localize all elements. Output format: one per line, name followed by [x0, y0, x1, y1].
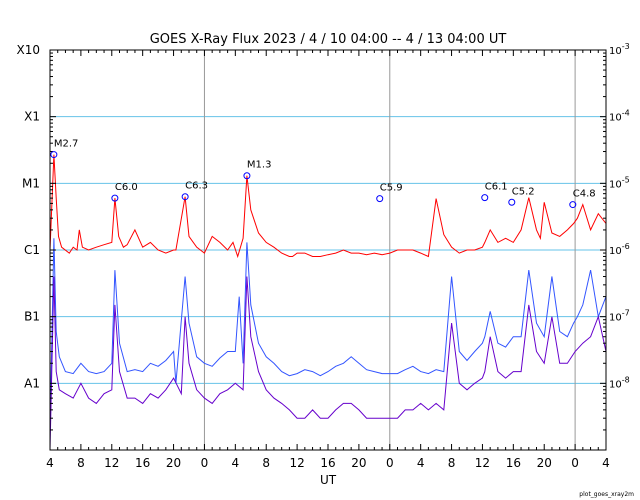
x-tick-label: 4: [602, 456, 610, 470]
x-tick-label: 12: [475, 456, 490, 470]
flare-label: M1.3: [247, 160, 272, 171]
day-boundary-lines: [203, 50, 576, 450]
y-class-label-X10: X10: [17, 43, 41, 57]
flare-marker: [50, 151, 58, 159]
x-tick-label: 16: [506, 456, 521, 470]
x-tick-label: 8: [448, 456, 456, 470]
x-tick-label: 0: [386, 456, 394, 470]
flare-label: C6.0: [115, 182, 138, 193]
flare-label: M2.7: [54, 139, 79, 150]
y-class-label-C1: C1: [24, 243, 40, 257]
x-axis-tick-labels: 4 8 12 16 20 0 4 8 12 16 20 0 4 8 12 16 20 0 4: [46, 456, 610, 470]
x-tick-label: 12: [104, 456, 119, 470]
x-tick-label: 0: [201, 456, 209, 470]
axis-ticks: [49, 50, 607, 451]
x-tick-label: 4: [417, 456, 425, 470]
y-flux-label: 10-4: [609, 109, 630, 124]
flare-marker: [111, 194, 119, 202]
flare-label: C6.3: [185, 181, 208, 192]
x-tick-label: 16: [320, 456, 335, 470]
flare-marker: [376, 195, 384, 203]
x-tick-label: 20: [166, 456, 181, 470]
y-flux-label: 10-6: [609, 242, 630, 257]
y-flux-label: 10-7: [609, 309, 630, 324]
gridlines: [50, 116, 606, 384]
x-tick-label: 20: [351, 456, 366, 470]
x-axis-label: UT: [320, 473, 337, 487]
flare-annotations: M2.7 C6.0 C6.3 M1.3 C5.9 C6.1 C5.2 C4.8: [50, 139, 596, 209]
flare-marker: [508, 198, 516, 206]
plot-credit: plot_goes_xray2m: [579, 491, 634, 498]
flare-label: C5.2: [512, 186, 535, 197]
flare-label: C6.1: [485, 182, 508, 193]
y-class-label-A1: A1: [24, 376, 40, 390]
flare-marker: [569, 201, 577, 209]
flare-marker: [181, 193, 189, 201]
x-tick-label: 12: [289, 456, 304, 470]
y-axis-flux-labels: 10-3 10-4 10-5 10-6 10-7 10-8: [609, 42, 630, 390]
flare-marker: [481, 194, 489, 202]
y-flux-label: 10-5: [609, 175, 630, 190]
x-tick-label: 16: [135, 456, 150, 470]
flare-marker: [243, 172, 251, 180]
chart-title: GOES X-Ray Flux 2023 / 4 / 10 04:00 -- 4…: [150, 32, 507, 47]
flare-label: C4.8: [573, 189, 596, 200]
y-axis-class-labels: X10 X1 M1 C1 B1 A1: [17, 43, 41, 390]
y-flux-label: 10-3: [609, 42, 630, 57]
x-tick-label: 0: [571, 456, 579, 470]
x-tick-label: 8: [77, 456, 85, 470]
series-line-3: [49, 276, 607, 451]
series-line-2: [49, 238, 607, 430]
y-class-label-B1: B1: [24, 310, 40, 324]
x-tick-label: 8: [262, 456, 270, 470]
series-line-1: [49, 154, 607, 259]
y-flux-label: 10-8: [609, 375, 630, 390]
y-class-label-X1: X1: [24, 110, 40, 124]
x-tick-label: 4: [46, 456, 54, 470]
data-series: [49, 154, 607, 451]
x-tick-label: 20: [537, 456, 552, 470]
flare-label: C5.9: [380, 183, 403, 194]
y-class-label-M1: M1: [22, 176, 40, 190]
x-tick-label: 4: [232, 456, 240, 470]
